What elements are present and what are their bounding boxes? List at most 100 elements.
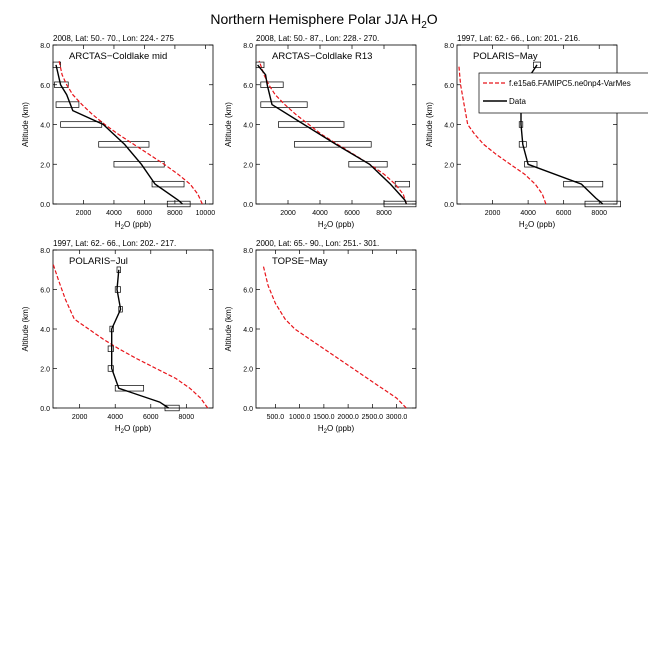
- x-tick-label: 4000: [106, 210, 122, 217]
- obs-range-box: [55, 101, 80, 108]
- x-tick-label: 6000: [344, 210, 360, 217]
- y-tick-label: 2.0: [40, 367, 50, 374]
- obs-range-box: [60, 121, 103, 128]
- x-tick-label: 4000: [520, 210, 536, 217]
- y-tick-label: 0.0: [444, 202, 454, 209]
- x-tick-label: 6000: [143, 414, 159, 421]
- y-tick-label: 2.0: [243, 367, 253, 374]
- y-tick-label: 4.0: [40, 327, 50, 334]
- plot-frame: [52, 44, 214, 205]
- obs-line: [55, 64, 183, 205]
- x-tick-label: 500.0: [267, 414, 285, 421]
- y-tick-label: 6.0: [243, 288, 253, 295]
- x-axis-label: H2O (ppb): [115, 220, 152, 231]
- x-axis-label: H2O (ppb): [115, 424, 152, 435]
- obs-range-box: [260, 81, 284, 88]
- obs-range-box: [164, 404, 180, 412]
- y-tick-label: 6.0: [40, 288, 50, 295]
- y-tick-label: 0.0: [40, 202, 50, 209]
- x-tick-label: 2500.0: [362, 414, 384, 421]
- panel-header: 2000, Lat: 65.- 90., Lon: 251.- 301.: [256, 239, 379, 248]
- obs-range-box: [107, 365, 114, 372]
- legend: f.e15a6.FAMIPC5.ne0np4-VarMes Data: [478, 72, 648, 114]
- panel-header: 2008, Lat: 50.- 70., Lon: 224.- 275: [53, 34, 175, 43]
- model-line: [262, 265, 407, 409]
- y-tick-label: 8.0: [243, 248, 253, 255]
- model-line: [52, 263, 209, 409]
- model-line: [458, 64, 547, 205]
- y-tick-label: 2.0: [444, 162, 454, 169]
- x-tick-label: 8000: [376, 210, 392, 217]
- obs-range-box: [348, 161, 388, 168]
- model-line: [58, 60, 203, 205]
- y-tick-label: 0.0: [243, 202, 253, 209]
- y-tick-label: 4.0: [243, 123, 253, 130]
- y-axis-label: Altitude (km): [425, 102, 434, 147]
- obs-range-box: [584, 200, 621, 208]
- x-tick-label: 10000: [196, 210, 216, 217]
- panel-5: 2000, Lat: 65.- 90., Lon: 251.- 301. TOPS…: [224, 239, 417, 435]
- obs-range-box: [107, 345, 114, 352]
- x-axis-label: H2O (ppb): [519, 220, 556, 231]
- x-axis-label: H2O (ppb): [318, 220, 355, 231]
- campaign-label: POLARIS−Jul: [69, 256, 128, 267]
- x-tick-label: 1000.0: [289, 414, 311, 421]
- x-tick-label: 4000: [312, 210, 328, 217]
- x-tick-label: 2000: [280, 210, 296, 217]
- y-tick-label: 8.0: [444, 43, 454, 50]
- obs-range-box: [524, 161, 538, 168]
- panel-header: 1997, Lat: 62.- 66., Lon: 202.- 217.: [53, 239, 176, 248]
- obs-range-box: [383, 200, 417, 208]
- x-tick-label: 6000: [137, 210, 153, 217]
- panel-1: 2008, Lat: 50.- 70., Lon: 224.- 275 ARCTA…: [21, 34, 215, 231]
- obs-range-box: [114, 385, 145, 392]
- y-tick-label: 6.0: [444, 83, 454, 90]
- y-tick-label: 8.0: [243, 43, 253, 50]
- legend-model-label: f.e15a6.FAMIPC5.ne0np4-VarMes: [509, 79, 631, 88]
- model-line: [258, 60, 407, 205]
- panel-2: 2008, Lat: 50.- 87., Lon: 228.- 270. ARCT…: [224, 34, 417, 231]
- obs-line: [257, 64, 408, 205]
- x-tick-label: 8000: [179, 414, 195, 421]
- y-axis-label: Altitude (km): [21, 306, 30, 351]
- obs-line: [110, 269, 169, 409]
- y-tick-label: 4.0: [40, 123, 50, 130]
- obs-range-box: [260, 101, 308, 108]
- obs-range-box: [151, 180, 185, 188]
- x-tick-label: 8000: [167, 210, 183, 217]
- y-tick-label: 8.0: [40, 248, 50, 255]
- figure-title: Northern Hemisphere Polar JJA H2O: [210, 11, 437, 31]
- x-tick-label: 6000: [556, 210, 572, 217]
- x-tick-label: 8000: [591, 210, 607, 217]
- y-tick-label: 0.0: [40, 406, 50, 413]
- campaign-label: ARCTAS−Coldlake R13: [272, 51, 372, 62]
- campaign-label: ARCTAS−Coldlake mid: [69, 51, 167, 62]
- y-axis-label: Altitude (km): [224, 102, 233, 147]
- x-tick-label: 4000: [107, 414, 123, 421]
- panel-4: 1997, Lat: 62.- 66., Lon: 202.- 217. POLA…: [21, 239, 214, 435]
- campaign-label: POLARIS−May: [473, 51, 538, 62]
- x-tick-label: 3000.0: [386, 414, 408, 421]
- x-tick-label: 2000: [76, 210, 92, 217]
- x-tick-label: 2000: [72, 414, 88, 421]
- obs-range-box: [533, 61, 541, 69]
- legend-box: [478, 72, 648, 114]
- y-tick-label: 8.0: [40, 43, 50, 50]
- y-tick-label: 6.0: [243, 83, 253, 90]
- obs-range-box: [54, 81, 69, 88]
- x-axis-label: H2O (ppb): [318, 424, 355, 435]
- y-tick-label: 0.0: [243, 406, 253, 413]
- panel-3: 1997, Lat: 62.- 66., Lon: 201.- 216. POLA…: [425, 34, 621, 231]
- y-tick-label: 6.0: [40, 83, 50, 90]
- obs-range-box: [278, 121, 345, 128]
- x-tick-label: 2000: [485, 210, 501, 217]
- y-tick-label: 2.0: [40, 162, 50, 169]
- x-tick-label: 1500.0: [313, 414, 335, 421]
- y-tick-label: 4.0: [444, 123, 454, 130]
- y-axis-label: Altitude (km): [21, 102, 30, 147]
- plot-frame: [52, 249, 214, 409]
- x-tick-label: 2000.0: [337, 414, 359, 421]
- campaign-label: TOPSE−May: [272, 256, 328, 267]
- y-axis-label: Altitude (km): [224, 306, 233, 351]
